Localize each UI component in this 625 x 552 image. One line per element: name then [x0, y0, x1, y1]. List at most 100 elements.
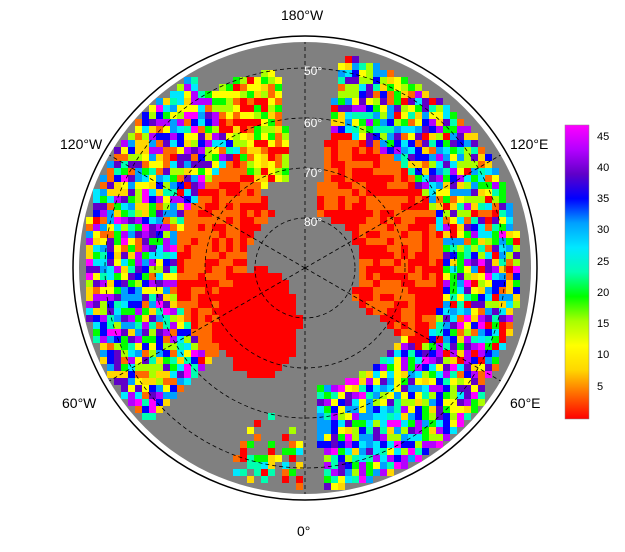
data-cell	[387, 140, 394, 147]
data-cell	[114, 182, 121, 189]
data-cell	[387, 105, 394, 112]
data-cell	[114, 175, 121, 182]
data-cell	[408, 399, 415, 406]
data-cell	[233, 280, 240, 287]
data-cell	[205, 196, 212, 203]
data-cell	[408, 238, 415, 245]
data-cell	[464, 343, 471, 350]
data-cell	[513, 266, 520, 273]
data-cell	[366, 196, 373, 203]
data-cell	[345, 56, 352, 63]
data-cell	[226, 350, 233, 357]
data-cell	[107, 203, 114, 210]
data-cell	[289, 469, 296, 476]
data-cell	[156, 224, 163, 231]
data-cell	[352, 140, 359, 147]
data-cell	[478, 329, 485, 336]
data-cell	[401, 294, 408, 301]
data-cell	[401, 245, 408, 252]
data-cell	[485, 161, 492, 168]
data-cell	[338, 182, 345, 189]
data-cell	[128, 168, 135, 175]
data-cell	[254, 168, 261, 175]
data-cell	[359, 406, 366, 413]
data-cell	[163, 392, 170, 399]
data-cell	[366, 301, 373, 308]
data-cell	[345, 161, 352, 168]
data-cell	[212, 196, 219, 203]
data-cell	[450, 133, 457, 140]
data-cell	[345, 385, 352, 392]
data-cell	[352, 385, 359, 392]
colorbar-tick-label: 5	[597, 380, 604, 393]
data-cell	[359, 455, 366, 462]
data-cell	[142, 224, 149, 231]
data-cell	[219, 161, 226, 168]
data-cell	[485, 168, 492, 175]
data-cell	[184, 364, 191, 371]
data-cell	[331, 462, 338, 469]
data-cell	[408, 231, 415, 238]
data-cell	[415, 154, 422, 161]
data-cell	[513, 273, 520, 280]
data-cell	[415, 112, 422, 119]
data-cell	[128, 315, 135, 322]
data-cell	[282, 301, 289, 308]
data-cell	[429, 189, 436, 196]
data-cell	[366, 294, 373, 301]
data-cell	[219, 84, 226, 91]
data-cell	[205, 245, 212, 252]
data-cell	[93, 196, 100, 203]
data-cell	[359, 413, 366, 420]
data-cell	[198, 189, 205, 196]
data-cell	[345, 189, 352, 196]
data-cell	[366, 161, 373, 168]
data-cell	[401, 266, 408, 273]
data-cell	[275, 350, 282, 357]
data-cell	[380, 189, 387, 196]
data-cell	[401, 455, 408, 462]
data-cell	[142, 175, 149, 182]
data-cell	[100, 217, 107, 224]
data-cell	[324, 420, 331, 427]
data-cell	[429, 133, 436, 140]
data-cell	[415, 448, 422, 455]
data-cell	[443, 392, 450, 399]
data-cell	[443, 182, 450, 189]
data-cell	[268, 161, 275, 168]
data-cell	[415, 399, 422, 406]
data-cell	[142, 140, 149, 147]
data-cell	[142, 364, 149, 371]
data-cell	[100, 210, 107, 217]
data-cell	[359, 112, 366, 119]
data-cell	[163, 336, 170, 343]
data-cell	[247, 203, 254, 210]
data-cell	[261, 140, 268, 147]
data-cell	[492, 343, 499, 350]
data-cell	[100, 329, 107, 336]
data-cell	[422, 329, 429, 336]
data-cell	[275, 175, 282, 182]
data-cell	[261, 266, 268, 273]
data-cell	[184, 133, 191, 140]
data-cell	[429, 154, 436, 161]
data-cell	[415, 210, 422, 217]
data-cell	[163, 294, 170, 301]
data-cell	[219, 189, 226, 196]
data-cell	[429, 217, 436, 224]
data-cell	[478, 287, 485, 294]
data-cell	[240, 322, 247, 329]
data-cell	[373, 266, 380, 273]
data-cell	[506, 315, 513, 322]
data-cell	[387, 112, 394, 119]
data-cell	[198, 217, 205, 224]
data-cell	[380, 161, 387, 168]
data-cell	[415, 84, 422, 91]
data-cell	[394, 203, 401, 210]
data-cell	[324, 203, 331, 210]
data-cell	[415, 196, 422, 203]
data-cell	[352, 476, 359, 483]
data-cell	[163, 140, 170, 147]
data-cell	[149, 168, 156, 175]
data-cell	[233, 119, 240, 126]
